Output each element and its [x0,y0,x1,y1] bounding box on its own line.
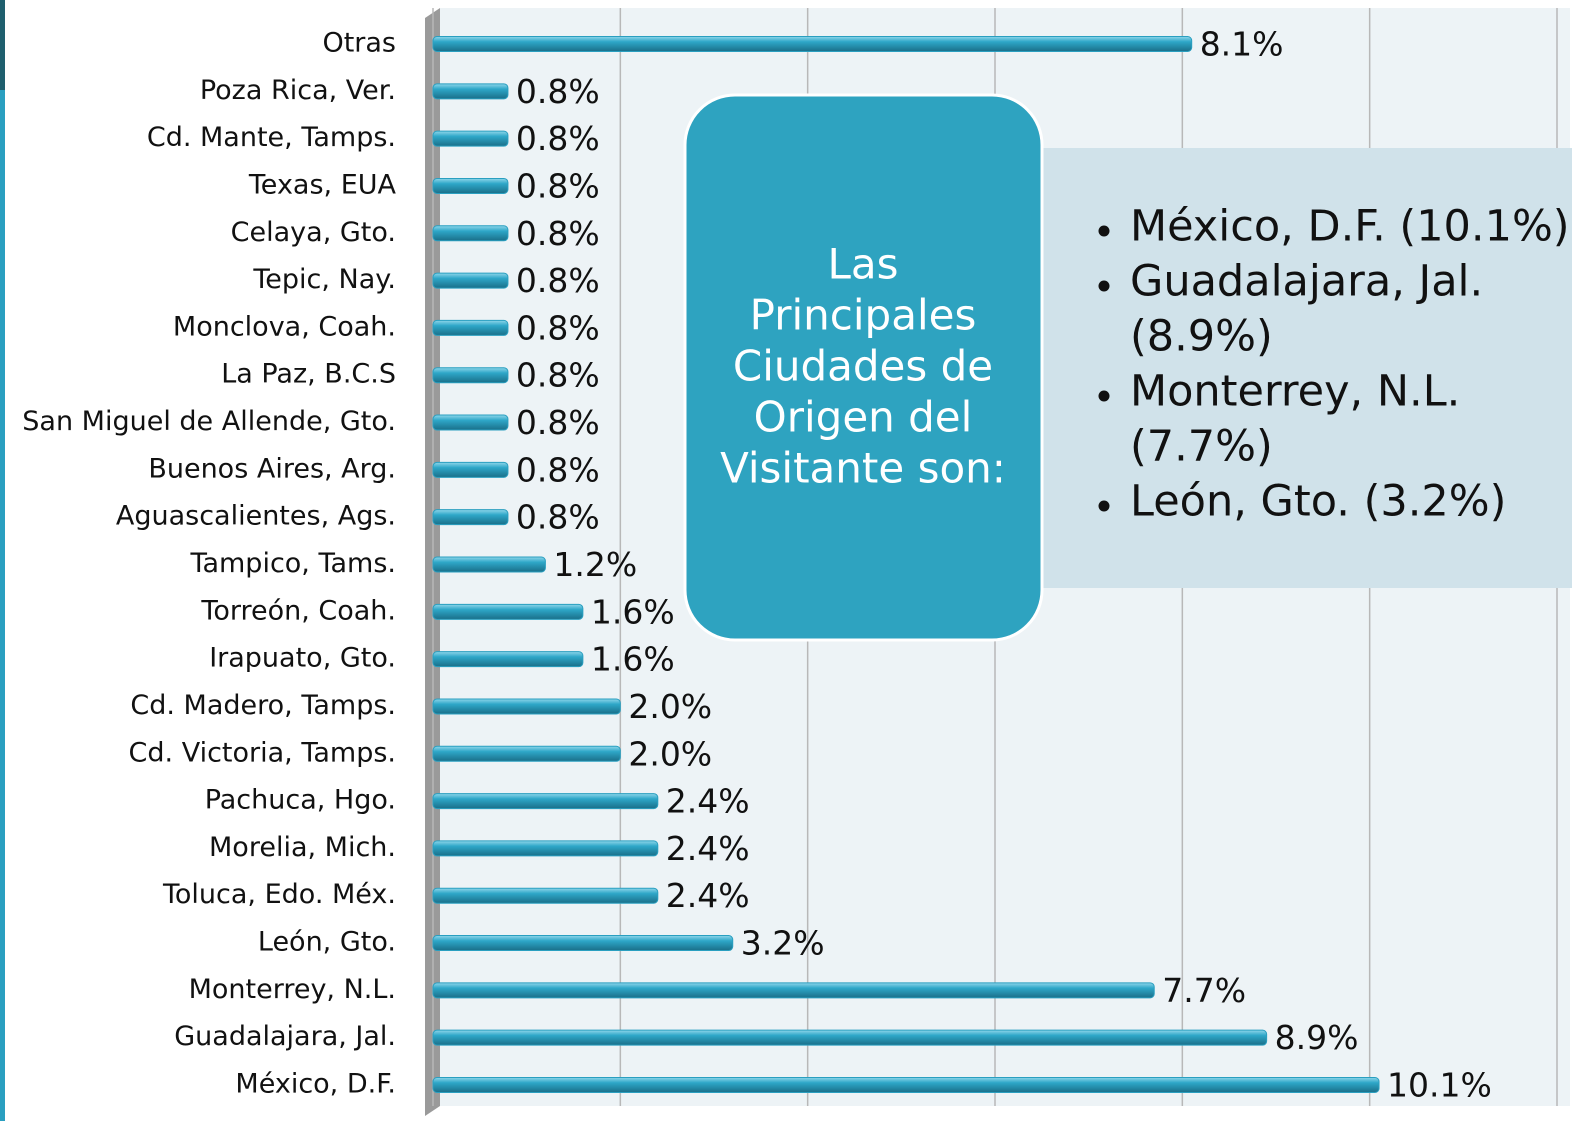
category-label: Otras [322,28,396,59]
box-title: Principales [750,291,977,340]
value-label: 1.6% [591,592,675,631]
value-label: 7.7% [1162,971,1246,1010]
category-label: Buenos Aires, Arg. [148,453,396,484]
value-label: 8.9% [1275,1018,1359,1057]
category-label: Morelia, Mich. [209,832,396,863]
bar [432,1077,1380,1093]
category-label: Monclova, Coah. [173,311,396,342]
bar [432,272,509,289]
category-label: Aguascalientes, Ags. [116,501,396,532]
bar [432,130,509,147]
bullet-text: León, Gto. (3.2%) [1130,477,1506,527]
value-label: 1.6% [591,640,675,679]
bar [432,367,509,384]
value-label: 0.8% [516,498,600,537]
bar [432,509,509,526]
bar [432,83,509,100]
category-label: Cd. Madero, Tamps. [130,690,396,721]
bullet-dot [1098,390,1110,402]
category-label: Cd. Victoria, Tamps. [129,737,396,768]
category-label: San Miguel de Allende, Gto. [22,406,396,437]
bullet-text: Guadalajara, Jal. [1130,257,1483,307]
box-title: Ciudades de [733,342,993,391]
bar [432,651,584,668]
bar [432,745,621,762]
value-label: 2.4% [666,782,750,821]
bar [432,319,509,336]
box-title: Visitante son: [720,444,1006,493]
value-label: 0.8% [516,166,600,205]
bullet-text: México, D.F. (10.1%) [1130,202,1570,252]
value-label: 2.0% [628,687,712,726]
box-title: Las [827,240,898,289]
bullet-dot [1098,225,1110,237]
value-label: 8.1% [1200,25,1284,64]
category-label: Cd. Mante, Tamps. [147,122,396,153]
value-label: 0.8% [516,214,600,253]
box-title: Origen del [754,393,973,442]
category-label: Guadalajara, Jal. [174,1021,396,1052]
category-label: La Paz, B.C.S [221,359,396,390]
bar [432,36,1193,52]
bar [432,887,659,904]
bullet-text: Monterrey, N.L. [1130,367,1460,417]
value-label: 0.8% [516,261,600,300]
category-label: Torreón, Coah. [200,595,396,626]
bar [432,982,1155,999]
bar [432,461,509,478]
bar [432,698,621,715]
bar [432,1029,1268,1046]
bullet-text: (7.7%) [1130,422,1273,472]
bullet-panel [1042,148,1572,588]
value-label: 1.2% [553,545,637,584]
category-label: Celaya, Gto. [231,217,396,248]
value-label: 0.8% [516,308,600,347]
category-label: Poza Rica, Ver. [200,75,396,106]
bullet-dot [1098,500,1110,512]
value-label: 0.8% [516,119,600,158]
category-label: León, Gto. [258,927,396,958]
bar [432,840,659,857]
value-label: 0.8% [516,72,600,111]
bar [432,793,659,810]
category-label: Toluca, Edo. Méx. [162,879,396,910]
bar [432,225,509,242]
value-label: 2.0% [628,734,712,773]
category-label: Tepic, Nay. [252,264,396,295]
value-label: 3.2% [741,924,825,963]
bar [432,556,546,573]
category-label: Pachuca, Hgo. [205,785,396,816]
value-label: 0.8% [516,356,600,395]
value-label: 2.4% [666,829,750,868]
edge-strip [0,0,5,1121]
category-label: México, D.F. [235,1069,396,1100]
bullet-text: (8.9%) [1130,312,1273,362]
value-label: 10.1% [1387,1066,1492,1105]
category-label: Irapuato, Gto. [209,643,396,674]
value-label: 0.8% [516,450,600,489]
edge-strip-top [0,0,5,90]
bar [432,414,509,431]
value-label: 0.8% [516,403,600,442]
bullet-dot [1098,280,1110,292]
category-label: Tampico, Tams. [189,548,396,579]
bar [432,603,584,620]
category-label: Monterrey, N.L. [189,974,396,1005]
bar [432,177,509,194]
category-label: Texas, EUA [248,169,397,200]
value-label: 2.4% [666,876,750,915]
title-box [683,93,1044,642]
bar [432,935,734,952]
